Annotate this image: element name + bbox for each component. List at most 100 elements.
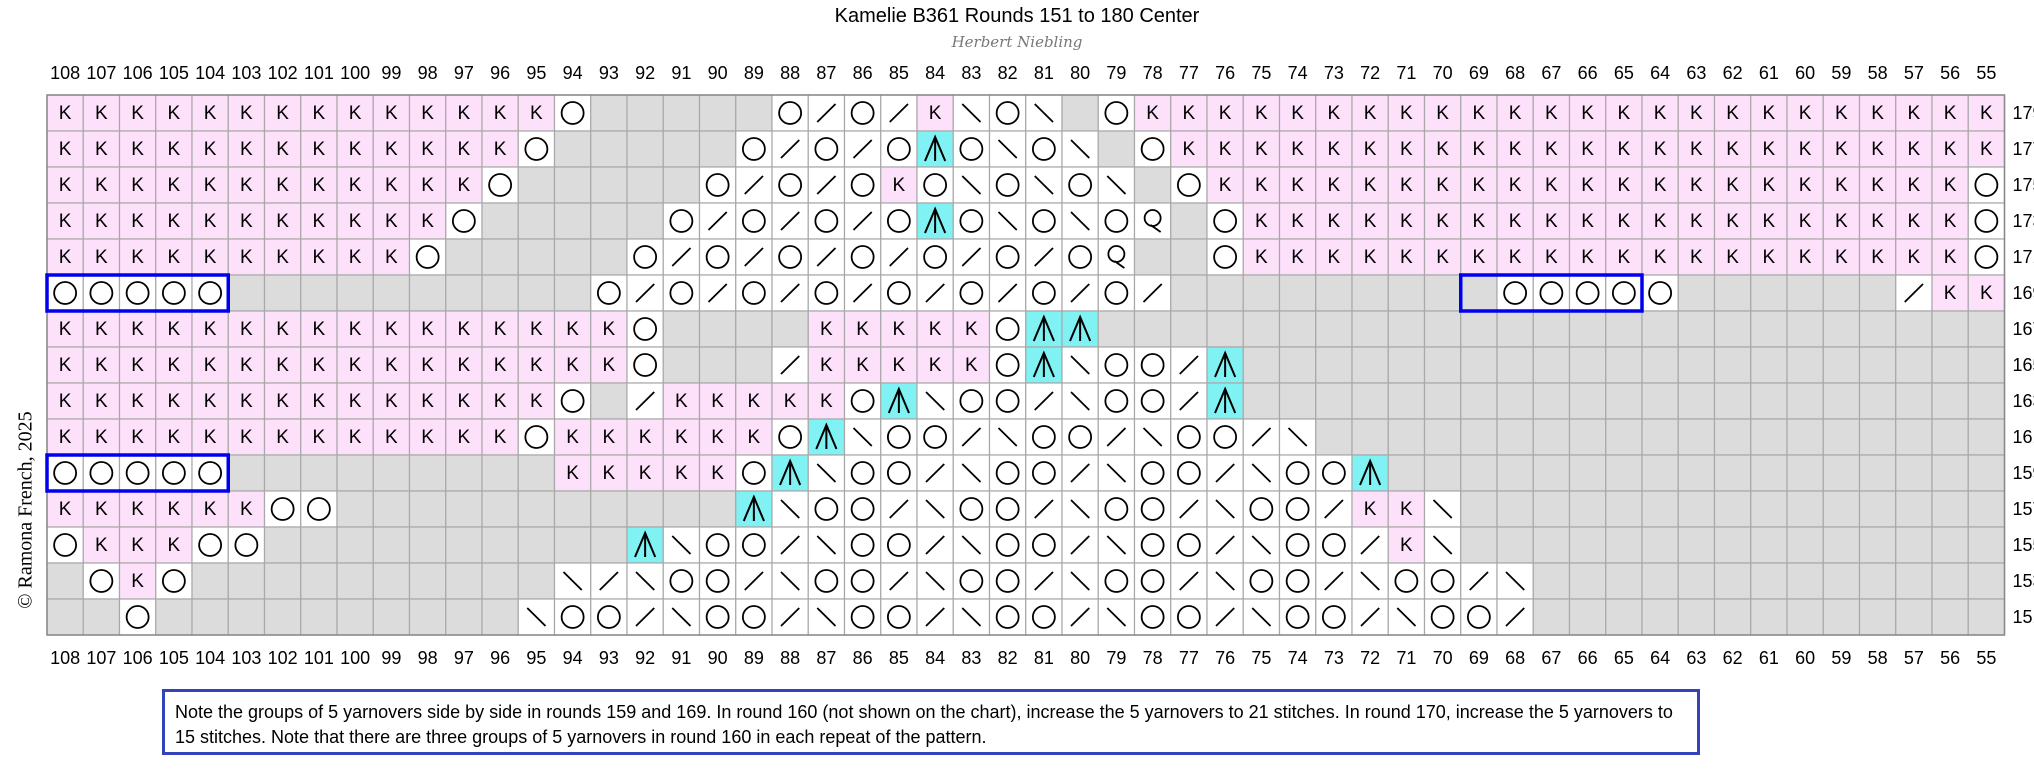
column-label-bottom: 76 [1215,648,1235,668]
no-stitch-cell [517,166,556,204]
yarnover-symbol [886,209,911,233]
no-stitch-cell [1605,598,1643,636]
knit-symbol: K [1436,139,1449,160]
column-label-top: 85 [889,63,909,83]
column-label-bottom: 102 [268,648,298,668]
knit-symbol: K [1328,103,1341,124]
no-stitch-cell [1677,382,1716,420]
knit-cell [880,346,918,384]
no-stitch-cell [1858,490,1897,528]
column-label-bottom: 86 [853,648,873,668]
no-stitch-cell [1786,526,1824,564]
yarnover-symbol [596,605,621,629]
yarnover-cell [807,562,846,600]
knit-cell [155,202,193,240]
right-decrease-symbol [889,103,909,123]
knit-symbol: K [1799,247,1812,268]
knit-symbol: K [1436,211,1449,232]
yarnover-cell [843,238,882,276]
no-stitch-cell [590,130,628,168]
knit-cell [372,346,411,384]
no-stitch-cell [517,454,556,492]
yarnover-cell [988,166,1027,204]
no-stitch-cell [1315,382,1353,420]
yarnover-symbol [1503,281,1528,305]
no-stitch-cell [1532,310,1571,348]
yarnover-symbol [1176,605,1201,629]
knit-symbol: K [349,391,362,412]
knit-cell [481,382,519,420]
left-decrease-symbol [925,499,945,519]
no-stitch-cell [481,490,519,528]
knit-symbol: K [1654,247,1667,268]
knit-cell [1713,166,1752,204]
yarnover-cell [735,526,773,564]
yarnover-symbol [850,245,875,269]
knit-symbol: K [494,103,507,124]
column-label-bottom: 103 [231,648,261,668]
knit-symbol: K [313,211,326,232]
knit-cell [1460,166,1498,204]
knit-symbol: K [1835,175,1848,196]
knit-cell [880,166,918,204]
no-stitch-cell [1713,562,1752,600]
column-label-top: 86 [853,63,873,83]
knit-symbol: K [95,355,108,376]
knit-symbol: K [893,319,906,340]
right-decrease-symbol [1215,463,1235,483]
yarnover-symbol [995,101,1020,125]
knit-symbol: K [711,427,724,448]
chart-border [46,94,2006,636]
left-decrease-symbol [1287,427,1308,447]
no-stitch-cell [662,490,701,528]
no-stitch-cell [1858,562,1897,600]
knit-symbol: K [95,175,108,196]
column-label-bottom: 80 [1070,648,1090,668]
right-decrease-symbol [1034,391,1054,411]
no-stitch-cell [1423,418,1462,456]
column-label-bottom: 100 [340,648,370,668]
right-decrease-symbol [852,211,873,231]
no-stitch-cell [626,130,664,168]
knit-symbol: K [1908,103,1921,124]
knit-cell [1423,238,1462,276]
yarnover-symbol [524,425,549,449]
column-label-top: 87 [816,63,836,83]
knit-symbol: K [1726,211,1739,232]
yarnover-cell [1460,598,1498,636]
yarnover-cell [1133,598,1172,636]
knit-symbol: K [131,427,144,448]
knit-symbol: K [1545,103,1558,124]
round-label: 171 [2013,247,2034,267]
yarnover-symbol [125,605,150,629]
right-decrease-symbol [1324,571,1344,591]
knit-symbol: K [95,247,108,268]
no-stitch-cell [1895,562,1933,600]
column-label-top: 97 [454,63,474,83]
knit-symbol: K [1690,139,1703,160]
knit-symbol: K [349,175,362,196]
knit-symbol: K [313,391,326,412]
right-decrease-symbol [997,283,1018,303]
no-stitch-cell [445,490,483,528]
left-decrease-symbol [961,463,982,483]
no-stitch-cell [1568,346,1607,384]
yarnover-cell [626,238,664,276]
yarnover-cell [988,382,1027,420]
no-stitch-cell [1460,418,1498,456]
knit-cell [1170,94,1208,132]
yarnover-cell [191,274,229,312]
knit-symbol: K [421,139,434,160]
knit-symbol: K [1835,211,1848,232]
yarnover-cell [82,274,121,312]
column-label-bottom: 83 [961,648,981,668]
yarnover-symbol [741,209,766,233]
knit-cell [1496,202,1534,240]
yarnover-cell [771,94,809,132]
no-stitch-cell [1170,238,1208,276]
knit-symbol: K [1581,175,1594,196]
no-stitch-cell [662,166,701,204]
no-stitch-cell [1750,382,1788,420]
no-stitch-cell [1750,346,1788,384]
no-stitch-cell [481,562,519,600]
